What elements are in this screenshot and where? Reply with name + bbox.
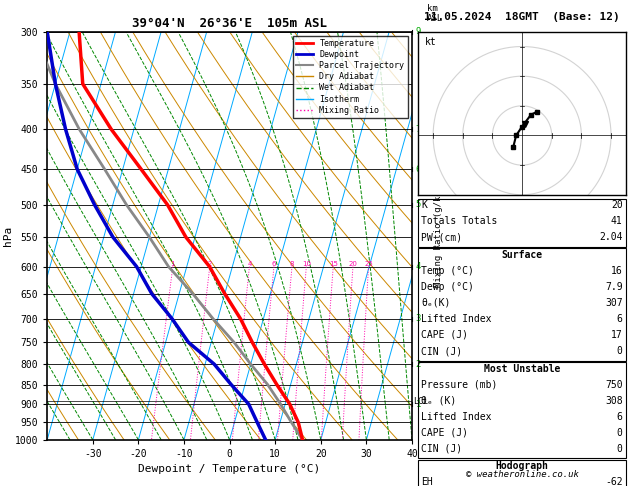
Text: θₑ (K): θₑ (K) [421, 396, 457, 406]
Text: 307: 307 [605, 298, 623, 308]
Text: 10: 10 [302, 260, 311, 267]
Text: 1: 1 [416, 399, 421, 409]
Text: 17: 17 [611, 330, 623, 340]
Text: 6: 6 [617, 314, 623, 324]
Text: 16: 16 [611, 266, 623, 276]
Text: θₑ(K): θₑ(K) [421, 298, 451, 308]
Text: 25: 25 [364, 260, 373, 267]
Text: Totals Totals: Totals Totals [421, 216, 498, 226]
Text: 41: 41 [611, 216, 623, 226]
Text: 20: 20 [348, 260, 357, 267]
Text: © weatheronline.co.uk: © weatheronline.co.uk [465, 469, 579, 479]
Legend: Temperature, Dewpoint, Parcel Trajectory, Dry Adiabat, Wet Adiabat, Isotherm, Mi: Temperature, Dewpoint, Parcel Trajectory… [293, 36, 408, 118]
Text: 6: 6 [272, 260, 276, 267]
Text: km
ASL: km ASL [426, 4, 443, 23]
Text: 0: 0 [617, 444, 623, 454]
Text: CAPE (J): CAPE (J) [421, 330, 469, 340]
Text: 11.05.2024  18GMT  (Base: 12): 11.05.2024 18GMT (Base: 12) [424, 12, 620, 22]
Text: 1: 1 [170, 260, 175, 267]
Text: Surface: Surface [501, 250, 543, 260]
Text: 8: 8 [290, 260, 294, 267]
Text: 7.9: 7.9 [605, 282, 623, 292]
Y-axis label: hPa: hPa [3, 226, 13, 246]
Text: 9: 9 [416, 27, 421, 36]
Text: Pressure (mb): Pressure (mb) [421, 380, 498, 390]
Title: 39°04'N  26°36'E  105m ASL: 39°04'N 26°36'E 105m ASL [132, 17, 327, 31]
Text: 2.04: 2.04 [599, 232, 623, 243]
Text: 20: 20 [611, 200, 623, 210]
Text: CIN (J): CIN (J) [421, 444, 462, 454]
Text: 4: 4 [416, 262, 421, 271]
Text: PW (cm): PW (cm) [421, 232, 462, 243]
Text: 4: 4 [247, 260, 252, 267]
Text: Dewp (°C): Dewp (°C) [421, 282, 474, 292]
Text: 2: 2 [208, 260, 212, 267]
Text: 0: 0 [617, 428, 623, 438]
X-axis label: Dewpoint / Temperature (°C): Dewpoint / Temperature (°C) [138, 465, 321, 474]
Text: 6: 6 [416, 165, 421, 174]
Text: Lifted Index: Lifted Index [421, 314, 492, 324]
Text: Lifted Index: Lifted Index [421, 412, 492, 422]
Text: Temp (°C): Temp (°C) [421, 266, 474, 276]
Text: CIN (J): CIN (J) [421, 346, 462, 356]
Text: kt: kt [425, 36, 437, 47]
Text: Hodograph: Hodograph [496, 461, 548, 471]
Text: 5: 5 [416, 200, 421, 209]
Text: 750: 750 [605, 380, 623, 390]
Text: 6: 6 [617, 412, 623, 422]
Text: 308: 308 [605, 396, 623, 406]
Text: K: K [421, 200, 427, 210]
Text: Mixing Ratio (g/kg): Mixing Ratio (g/kg) [434, 185, 443, 287]
Text: LCL: LCL [413, 397, 428, 406]
Text: Most Unstable: Most Unstable [484, 364, 560, 374]
Text: 15: 15 [329, 260, 338, 267]
Text: 3: 3 [416, 314, 421, 323]
Text: 0: 0 [617, 346, 623, 356]
Text: -62: -62 [605, 477, 623, 486]
Text: CAPE (J): CAPE (J) [421, 428, 469, 438]
Text: EH: EH [421, 477, 433, 486]
Text: 7: 7 [416, 124, 421, 134]
Text: 2: 2 [416, 360, 421, 369]
